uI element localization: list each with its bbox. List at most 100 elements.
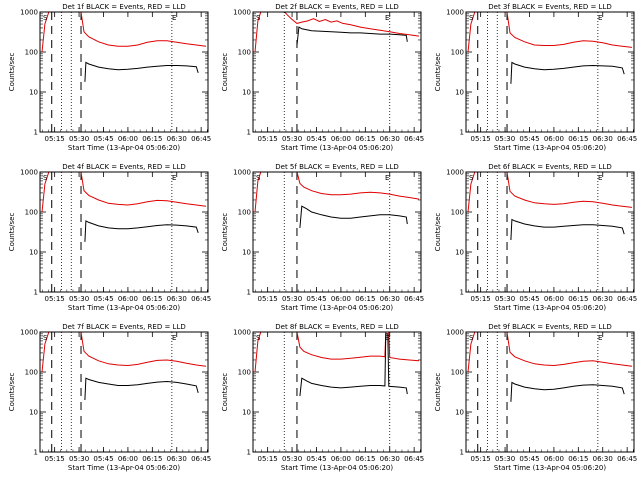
y-tick-label: 1000 bbox=[446, 329, 464, 337]
events-series-line bbox=[296, 26, 408, 46]
start-marker: S bbox=[43, 14, 48, 22]
plot-frame bbox=[465, 11, 635, 133]
y-tick-label: 10 bbox=[29, 409, 38, 417]
panel-plot-area bbox=[254, 12, 420, 53]
end-marker: E bbox=[385, 334, 389, 342]
y-tick-label: 10 bbox=[455, 249, 464, 257]
x-tick-label: 06:45 bbox=[191, 295, 211, 303]
start-marker: S bbox=[256, 174, 261, 182]
x-tick-label: 05:45 bbox=[306, 455, 326, 463]
x-axis-label: Start Time (13-Apr-04 05:06:20) bbox=[68, 304, 180, 312]
end-marker: E bbox=[172, 334, 176, 342]
x-tick-label: 05:30 bbox=[282, 295, 302, 303]
x-tick-label: 05:30 bbox=[69, 295, 89, 303]
end-marker: E bbox=[172, 14, 176, 22]
panel-title: Det 9f BLACK = Events, RED = LLD bbox=[488, 323, 611, 331]
end-marker: E bbox=[598, 14, 602, 22]
x-tick-label: 06:00 bbox=[544, 455, 564, 463]
y-tick-label: 1000 bbox=[20, 329, 38, 337]
x-tick-label: 05:15 bbox=[45, 455, 65, 463]
events-series-line bbox=[84, 220, 199, 242]
plot-frame bbox=[465, 171, 635, 293]
y-tick-label: 1 bbox=[34, 289, 38, 297]
x-tick-label: 06:45 bbox=[617, 135, 637, 143]
x-axis-label: Start Time (13-Apr-04 05:06:20) bbox=[281, 304, 393, 312]
x-tick-label: 05:30 bbox=[495, 455, 515, 463]
x-tick-label: 06:30 bbox=[593, 135, 613, 143]
y-axis-label: Counts/sec bbox=[434, 373, 442, 412]
end-marker: E bbox=[385, 174, 389, 182]
events-series-line bbox=[299, 205, 408, 228]
x-tick-label: 05:15 bbox=[45, 135, 65, 143]
y-axis-label: Counts/sec bbox=[221, 213, 229, 252]
detector-panel-4: Det 4f BLACK = Events, RED = LLD 1 10 100 10… bbox=[8, 163, 211, 312]
x-tick-label: 06:00 bbox=[544, 135, 564, 143]
x-tick-label: 06:30 bbox=[167, 455, 187, 463]
x-tick-label: 06:15 bbox=[568, 295, 588, 303]
x-tick-label: 06:30 bbox=[380, 295, 400, 303]
events-series-line bbox=[510, 381, 625, 402]
x-tick-label: 05:45 bbox=[93, 135, 113, 143]
y-tick-label: 1000 bbox=[233, 169, 251, 177]
x-tick-label: 06:15 bbox=[142, 295, 162, 303]
y-tick-label: 1000 bbox=[20, 9, 38, 17]
x-tick-label: 06:15 bbox=[142, 455, 162, 463]
x-tick-label: 06:45 bbox=[191, 455, 211, 463]
y-tick-label: 1000 bbox=[446, 9, 464, 17]
lld-series-line bbox=[467, 172, 633, 213]
x-tick-label: 05:30 bbox=[282, 455, 302, 463]
x-tick-label: 06:30 bbox=[167, 135, 187, 143]
x-tick-label: 05:45 bbox=[93, 455, 113, 463]
y-tick-label: 10 bbox=[29, 249, 38, 257]
y-tick-label: 100 bbox=[25, 369, 38, 377]
end-marker: E bbox=[385, 14, 389, 22]
panel-title: Det 6f BLACK = Events, RED = LLD bbox=[488, 163, 611, 171]
y-tick-label: 10 bbox=[455, 89, 464, 97]
panel-plot-area bbox=[41, 172, 207, 242]
lld-series-line bbox=[254, 12, 420, 53]
lld-series-line bbox=[254, 332, 420, 373]
y-tick-label: 1 bbox=[34, 449, 38, 457]
events-series-line bbox=[84, 61, 199, 82]
start-marker: S bbox=[43, 334, 48, 342]
x-tick-label: 06:45 bbox=[617, 455, 637, 463]
y-tick-label: 1 bbox=[247, 129, 251, 137]
panel-plot-area bbox=[254, 172, 420, 228]
y-tick-label: 1 bbox=[247, 449, 251, 457]
x-axis-label: Start Time (13-Apr-04 05:06:20) bbox=[68, 144, 180, 152]
detector-panel-5: Det 5f BLACK = Events, RED = LLD 1 10 100 10… bbox=[221, 163, 424, 312]
start-marker: S bbox=[469, 14, 474, 22]
lld-series-line bbox=[41, 172, 207, 213]
panel-plot-area bbox=[467, 332, 633, 402]
x-tick-label: 06:45 bbox=[617, 295, 637, 303]
y-tick-label: 10 bbox=[242, 249, 251, 257]
y-tick-label: 100 bbox=[238, 49, 251, 57]
x-tick-label: 06:45 bbox=[404, 135, 424, 143]
plot-frame bbox=[465, 331, 635, 453]
x-axis-label: Start Time (13-Apr-04 05:06:20) bbox=[494, 144, 606, 152]
x-axis-label: Start Time (13-Apr-04 05:06:20) bbox=[281, 144, 393, 152]
y-tick-label: 100 bbox=[25, 49, 38, 57]
x-tick-label: 06:45 bbox=[404, 295, 424, 303]
detector-panel-6: Det 6f BLACK = Events, RED = LLD 1 10 100 10… bbox=[434, 163, 637, 312]
lld-series-line bbox=[467, 12, 633, 53]
start-marker: S bbox=[256, 14, 261, 22]
x-tick-label: 06:15 bbox=[355, 135, 375, 143]
x-tick-label: 05:45 bbox=[306, 135, 326, 143]
x-tick-label: 06:30 bbox=[593, 295, 613, 303]
detector-panel-3: Det 3f BLACK = Events, RED = LLD 1 10 100 10… bbox=[434, 3, 637, 152]
lld-series-line bbox=[254, 172, 420, 213]
x-tick-label: 05:45 bbox=[519, 455, 539, 463]
panel-plot-area bbox=[467, 12, 633, 84]
y-tick-label: 1 bbox=[34, 129, 38, 137]
plot-frame bbox=[39, 11, 209, 133]
x-tick-label: 05:45 bbox=[306, 295, 326, 303]
x-tick-label: 06:30 bbox=[593, 455, 613, 463]
lld-series-line bbox=[41, 332, 207, 373]
y-axis-label: Counts/sec bbox=[434, 53, 442, 92]
plot-frame bbox=[252, 11, 422, 133]
plot-frame bbox=[252, 331, 422, 453]
y-tick-label: 1000 bbox=[446, 169, 464, 177]
x-tick-label: 06:15 bbox=[568, 455, 588, 463]
